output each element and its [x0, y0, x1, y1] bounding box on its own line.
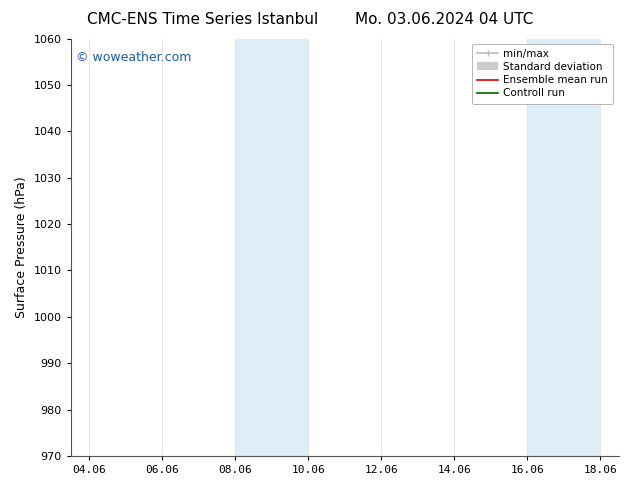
Text: © woweather.com: © woweather.com	[76, 51, 191, 64]
Text: CMC-ENS Time Series Istanbul: CMC-ENS Time Series Istanbul	[87, 12, 318, 27]
Text: Mo. 03.06.2024 04 UTC: Mo. 03.06.2024 04 UTC	[354, 12, 533, 27]
Y-axis label: Surface Pressure (hPa): Surface Pressure (hPa)	[15, 176, 28, 318]
Bar	[527, 39, 600, 456]
Bar	[235, 39, 308, 456]
Legend: min/max, Standard deviation, Ensemble mean run, Controll run: min/max, Standard deviation, Ensemble me…	[472, 44, 613, 103]
